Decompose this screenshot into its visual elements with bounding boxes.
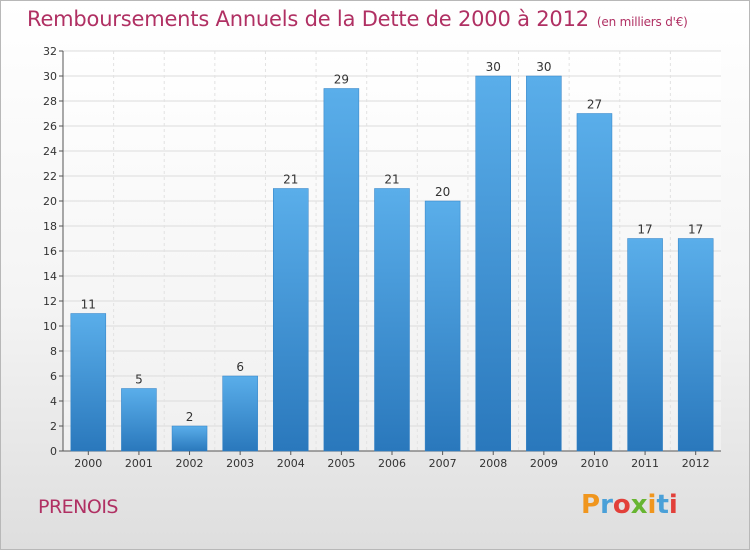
x-tick-label-2003: 2003 [226, 457, 254, 470]
logo-letter: r [600, 490, 613, 520]
x-tick-label-2004: 2004 [277, 457, 305, 470]
x-tick-label-2009: 2009 [530, 457, 558, 470]
labels: 0246810121416182022242628303211200052001… [43, 45, 710, 470]
value-label-2002: 2 [186, 410, 194, 424]
y-tick-label: 0 [50, 445, 57, 458]
value-label-2012: 17 [688, 223, 703, 237]
x-tick-label-2001: 2001 [125, 457, 153, 470]
bar-2004 [273, 188, 309, 452]
bar-2010 [576, 113, 613, 452]
value-label-2000: 11 [81, 298, 96, 312]
x-tick-label-2012: 2012 [682, 457, 710, 470]
bar-2011 [627, 238, 663, 452]
y-tick-label: 8 [50, 345, 57, 358]
logo-letter: i [668, 490, 678, 520]
bar-2000 [70, 313, 107, 452]
value-label-2006: 21 [384, 173, 399, 187]
y-tick-label: 2 [50, 420, 57, 433]
chart-unit: (en milliers d'€) [596, 15, 688, 29]
y-tick-label: 6 [50, 370, 57, 383]
logo-letter: t [656, 490, 669, 520]
y-tick-label: 24 [43, 145, 57, 158]
logo-letter: x [630, 490, 648, 520]
bar-2012 [677, 238, 714, 452]
x-tick-label-2008: 2008 [479, 457, 507, 470]
y-tick-label: 20 [43, 195, 57, 208]
x-tick-label-2011: 2011 [631, 457, 659, 470]
value-label-2008: 30 [486, 60, 501, 74]
y-tick-label: 10 [43, 320, 57, 333]
bar-2009 [526, 75, 562, 452]
bar-2003 [222, 375, 258, 452]
y-tick-label: 30 [43, 70, 57, 83]
x-tick-label-2000: 2000 [74, 457, 102, 470]
logo-letter: o [612, 490, 631, 520]
y-tick-label: 18 [43, 220, 57, 233]
x-tick-label-2010: 2010 [580, 457, 608, 470]
value-label-2009: 30 [536, 60, 551, 74]
value-label-2005: 29 [334, 73, 349, 87]
bar-2002 [171, 425, 208, 452]
x-tick-label-2005: 2005 [327, 457, 355, 470]
value-label-2007: 20 [435, 185, 450, 199]
value-label-2001: 5 [135, 373, 143, 387]
x-tick-label-2006: 2006 [378, 457, 406, 470]
y-tick-label: 22 [43, 170, 57, 183]
bar-2001 [121, 388, 157, 452]
x-tick-label-2002: 2002 [176, 457, 204, 470]
chart-title-text: Remboursements Annuels de la Dette de 20… [27, 7, 589, 31]
bar-2006 [374, 188, 410, 452]
bar-2007 [424, 200, 461, 452]
bar-2005 [323, 88, 360, 452]
y-tick-label: 32 [43, 45, 57, 58]
chart-title: Remboursements Annuels de la Dette de 20… [27, 7, 688, 31]
logo-letter: i [647, 490, 657, 520]
value-label-2004: 21 [283, 173, 298, 187]
y-tick-label: 12 [43, 295, 57, 308]
y-tick-label: 26 [43, 120, 57, 133]
proxiti-logo: Proxiti [581, 490, 678, 520]
y-tick-label: 16 [43, 245, 57, 258]
commune-name: PRENOIS [38, 496, 119, 518]
bar-2008 [475, 75, 511, 452]
logo-letter: P [581, 490, 601, 520]
value-label-2003: 6 [236, 360, 244, 374]
y-tick-label: 14 [43, 270, 57, 283]
y-tick-label: 28 [43, 95, 57, 108]
y-tick-label: 4 [50, 395, 57, 408]
value-label-2010: 27 [587, 98, 602, 112]
x-tick-label-2007: 2007 [429, 457, 457, 470]
bars [70, 75, 714, 452]
value-label-2011: 17 [637, 223, 652, 237]
